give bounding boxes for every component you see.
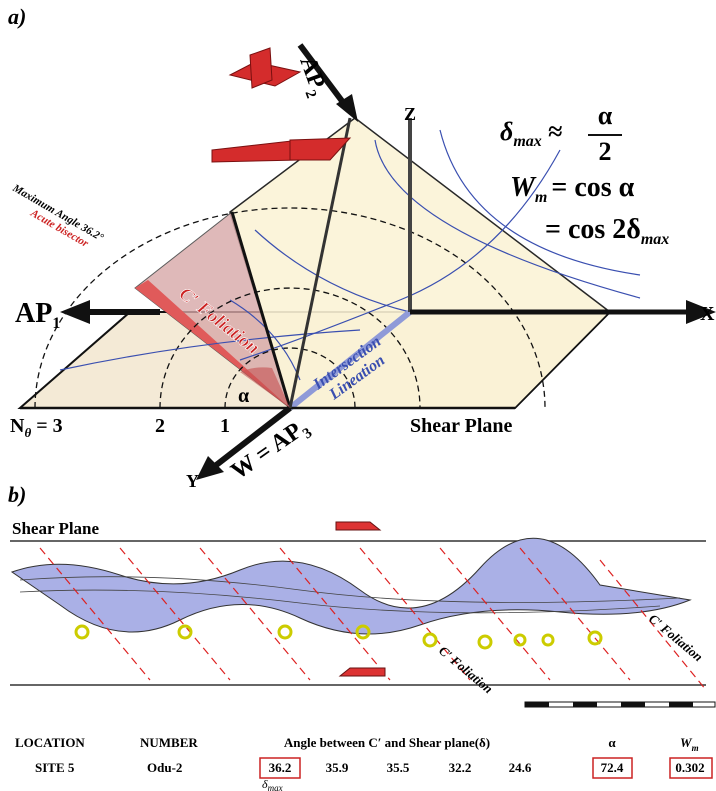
n1-label: 1: [220, 415, 230, 437]
delta-max-note: δmax: [262, 777, 283, 791]
alpha-label: α: [238, 385, 249, 407]
shear-plane-label: Shear Plane: [12, 519, 100, 538]
n2-label: 2: [155, 415, 165, 437]
table-cell: 72.4: [601, 760, 624, 775]
table-header: α: [608, 735, 616, 750]
n-theta-label: Nθ = 3: [10, 415, 63, 440]
fraction-denominator: 2: [599, 137, 612, 166]
table-header: Angle between C′ and Shear plane(δ): [284, 735, 490, 750]
c-foliation-label: C′ Foliation: [436, 643, 496, 697]
table-header: Wm: [680, 735, 699, 753]
ap2-label: AP2: [291, 53, 333, 100]
panel-label: a): [8, 4, 26, 29]
table-cell: 0.302: [675, 760, 704, 775]
sheared-band: [12, 538, 690, 634]
shear-plane-label: Shear Plane: [410, 415, 513, 437]
shear-blocks: [212, 48, 350, 162]
table-cell: 36.2: [269, 760, 292, 775]
table-cell: 24.6: [509, 760, 532, 775]
equation-2: Wm= cos α: [510, 172, 635, 206]
c-foliation-label: C′ Foliation: [646, 611, 706, 665]
y-label: Y: [186, 471, 199, 491]
max-angle-label: Maximum Angle 36.2°: [10, 182, 106, 245]
table-header: NUMBER: [140, 735, 198, 750]
figure: a) AP2 Z δmax≈ α 2 Wm= cos α = cos 2δmax…: [0, 0, 716, 791]
equation-3: = cos 2δmax: [545, 214, 669, 248]
table-cell: SITE 5: [35, 760, 75, 775]
table-cell: 32.2: [449, 760, 472, 775]
table-cell: 35.9: [326, 760, 349, 775]
equation-1: δmax≈: [500, 117, 563, 150]
panel-label: b): [8, 482, 26, 507]
table-cell: 35.5: [387, 760, 410, 775]
table: LOCATION NUMBER Angle between C′ and She…: [15, 735, 705, 791]
x-label: X: [700, 303, 715, 325]
fraction-numerator: α: [598, 101, 613, 130]
table-header: LOCATION: [15, 735, 85, 750]
z-label: Z: [404, 104, 416, 124]
ap1-label: AP1: [15, 298, 60, 332]
table-cell: Odu-2: [147, 760, 182, 775]
arrowhead: [60, 300, 90, 324]
